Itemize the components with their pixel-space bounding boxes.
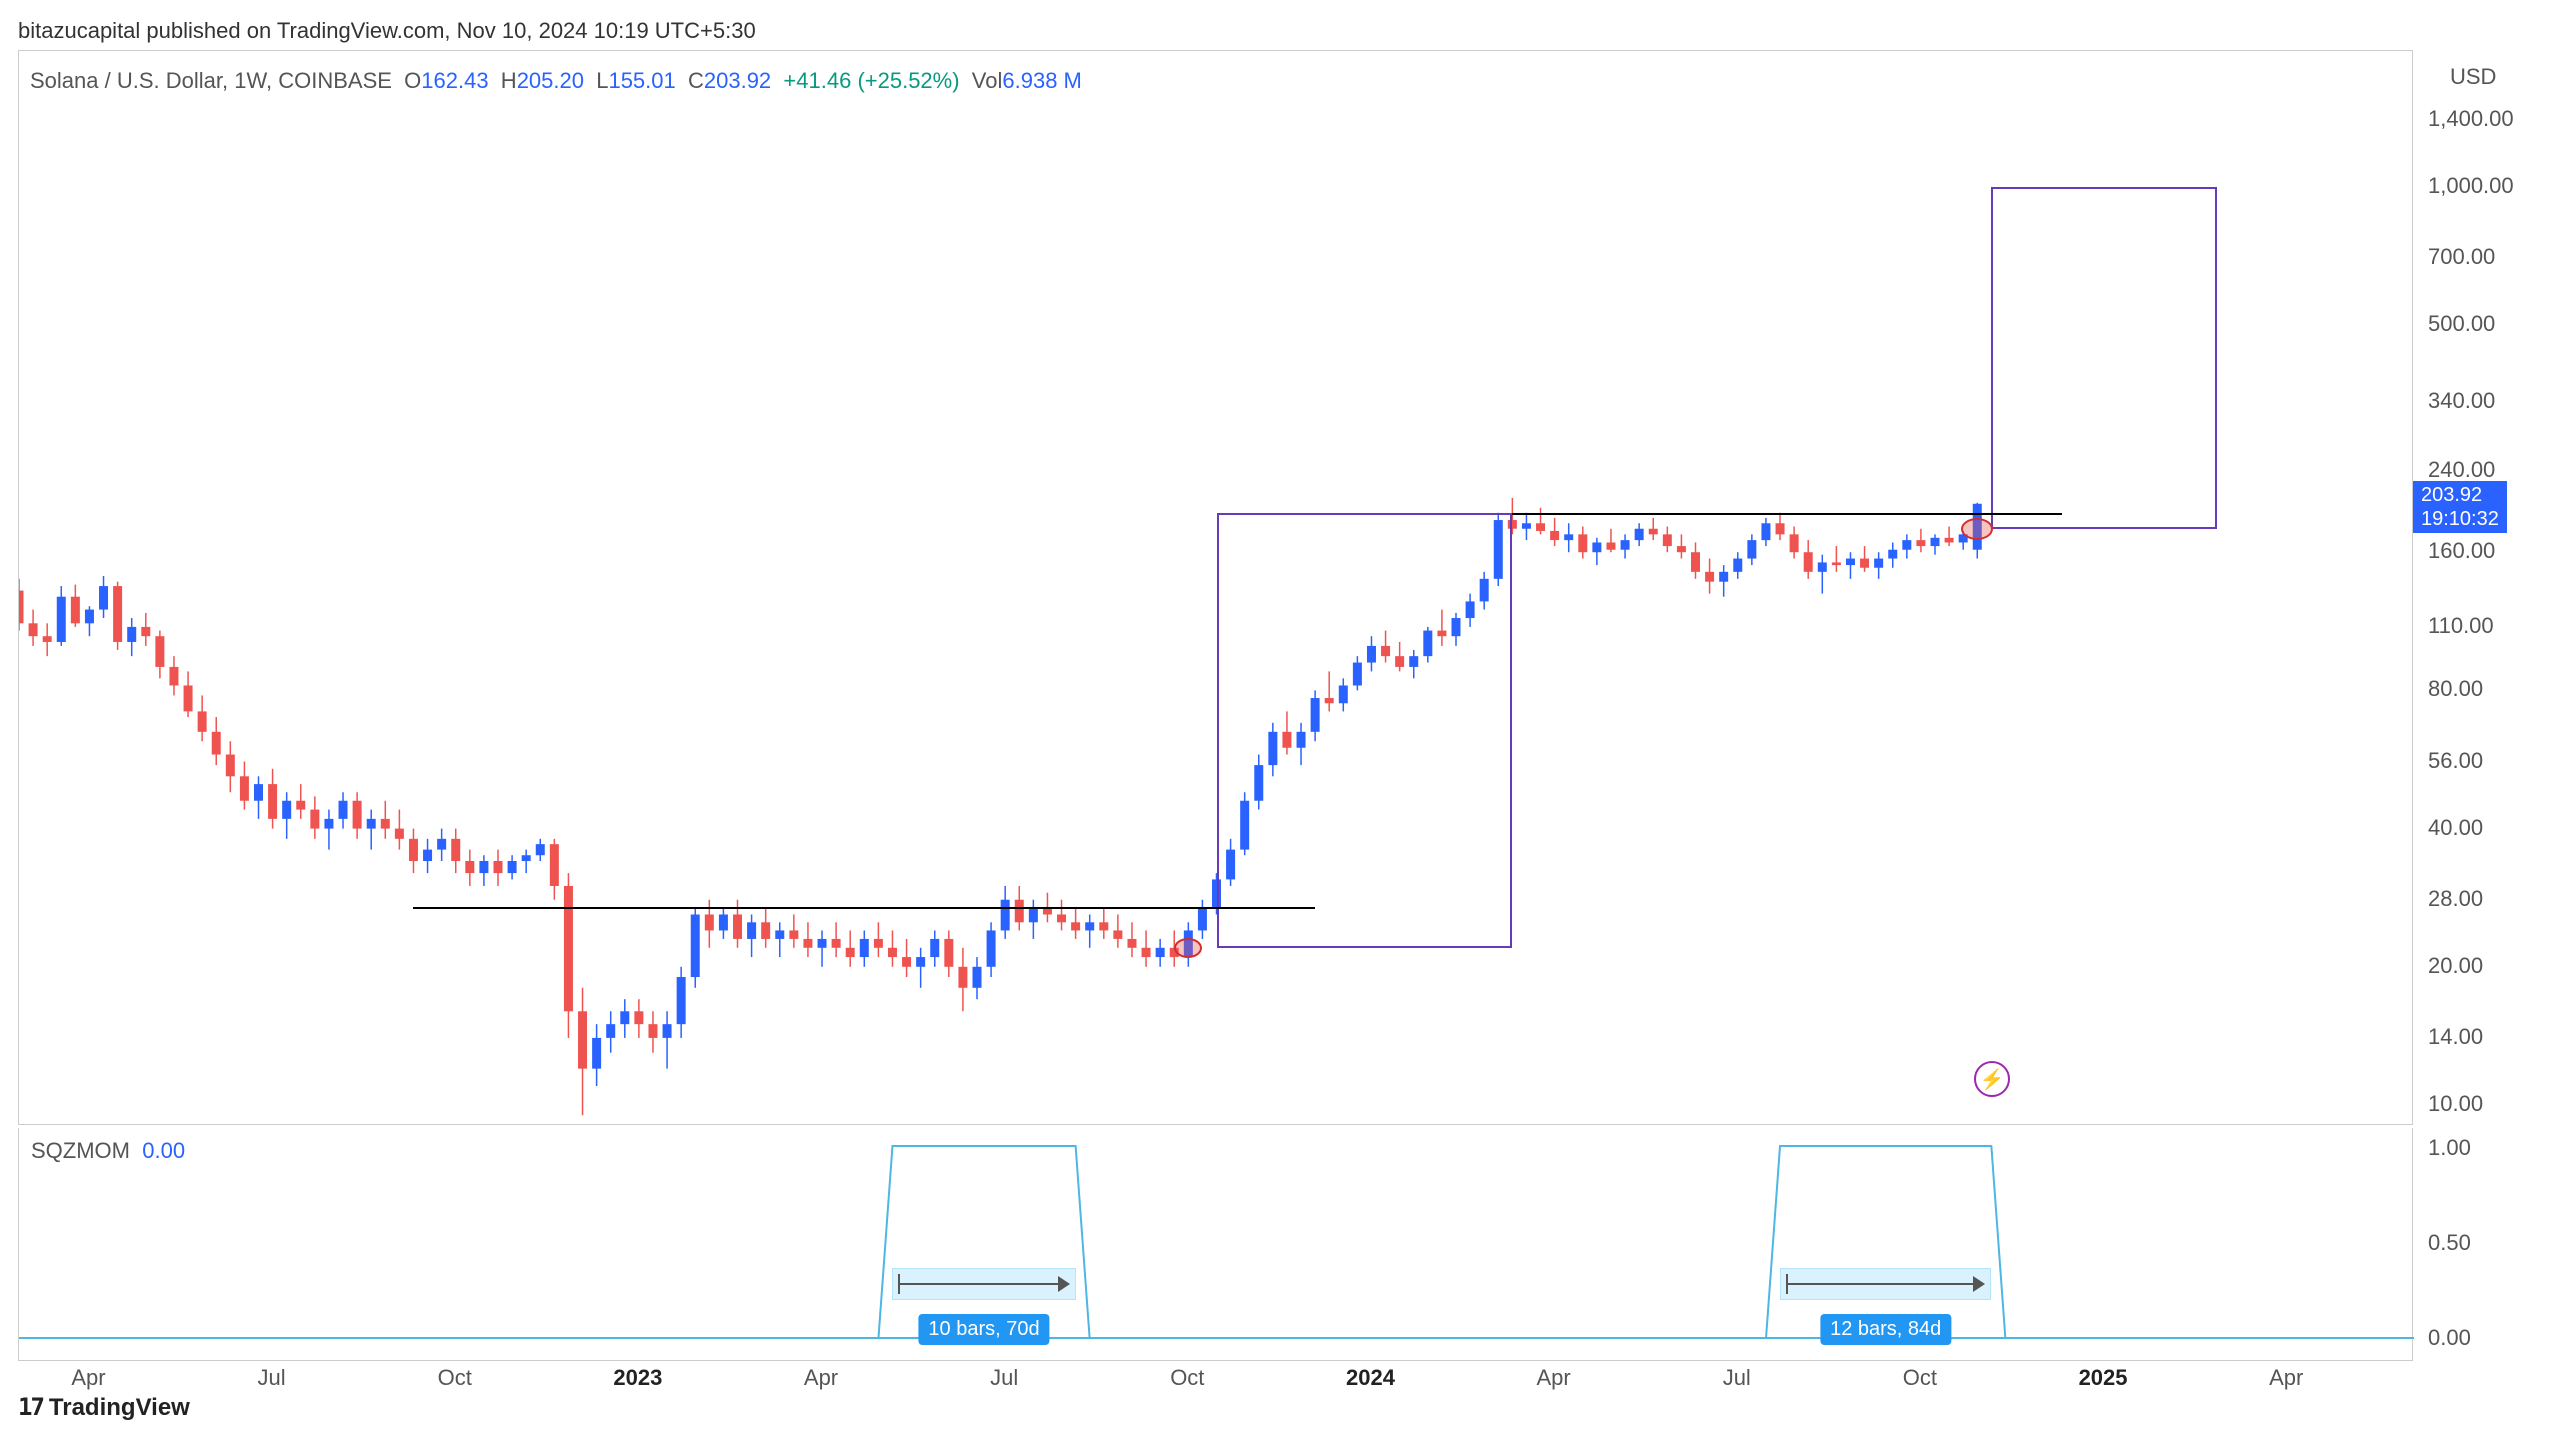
indicator-value: 0.00 — [142, 1138, 185, 1163]
time-axis-label: 2025 — [2079, 1365, 2128, 1391]
indicator-axis[interactable]: 1.00 0.50 0.00 — [2418, 1128, 2538, 1361]
price-axis-label: 700.00 — [2428, 244, 2495, 270]
arrow-line — [900, 1283, 1059, 1285]
price-tag-time: 19:10:32 — [2421, 507, 2499, 531]
time-axis-label: Jul — [990, 1365, 1018, 1391]
price-axis-label: 40.00 — [2428, 815, 2483, 841]
time-axis-label: Apr — [2269, 1365, 2303, 1391]
arrow-head-icon — [1058, 1276, 1070, 1292]
lightning-icon[interactable]: ⚡ — [1974, 1061, 2010, 1097]
time-axis-label: Oct — [1170, 1365, 1204, 1391]
current-price-tag: 203.92 19:10:32 — [2413, 481, 2507, 533]
chart-container: ⚡ USD 1,400.00 1,000.00 700.00 500.00 340.00… — [18, 50, 2542, 1330]
price-axis-label: 240.00 — [2428, 457, 2495, 483]
arrow-line — [1788, 1283, 1975, 1285]
time-axis[interactable]: Apr Jul Oct 2023 Apr Jul Oct 2024 Apr Jul Oct 2025 A… — [18, 1365, 2413, 1405]
price-axis-label: 500.00 — [2428, 311, 2495, 337]
indicator-chart — [19, 1128, 2414, 1361]
price-axis-label: 110.00 — [2428, 613, 2494, 639]
ellipse-annotation[interactable] — [1174, 938, 1202, 958]
rectangle-annotation[interactable] — [1217, 513, 1513, 948]
time-axis-label: 2024 — [1346, 1365, 1395, 1391]
price-axis-label: 1,400.00 — [2428, 106, 2514, 132]
arrow-start — [898, 1274, 900, 1294]
price-axis-label: 10.00 — [2428, 1091, 2483, 1117]
bars-count-label: 10 bars, 70d — [918, 1314, 1049, 1345]
tv-icon: 17 — [18, 1393, 43, 1421]
time-axis-label: Apr — [1536, 1365, 1570, 1391]
bars-count-label: 12 bars, 84d — [1820, 1314, 1951, 1345]
time-axis-label: Apr — [71, 1365, 105, 1391]
time-axis-label: Oct — [438, 1365, 472, 1391]
indicator-legend: SQZMOM 0.00 — [31, 1138, 185, 1164]
tradingview-logo: 17TradingView — [18, 1393, 190, 1422]
time-axis-label: 2023 — [613, 1365, 662, 1391]
price-axis-label: 56.00 — [2428, 748, 2483, 774]
publish-info: bitazucapital published on TradingView.c… — [18, 18, 756, 44]
price-axis-label: 28.00 — [2428, 886, 2483, 912]
ellipse-annotation[interactable] — [1961, 518, 1993, 540]
price-axis-label: 1,000.00 — [2428, 173, 2514, 199]
arrow-head-icon — [1973, 1276, 1985, 1292]
arrow-start — [1786, 1274, 1788, 1294]
time-axis-label: Jul — [1723, 1365, 1751, 1391]
price-pane[interactable]: ⚡ — [18, 50, 2413, 1125]
indicator-name: SQZMOM — [31, 1138, 130, 1163]
price-axis[interactable]: USD 1,400.00 1,000.00 700.00 500.00 340.00 24… — [2418, 50, 2538, 1125]
price-axis-label: 340.00 — [2428, 388, 2495, 414]
indicator-axis-label: 0.50 — [2428, 1230, 2471, 1256]
price-axis-label: 80.00 — [2428, 676, 2483, 702]
indicator-axis-label: 0.00 — [2428, 1325, 2471, 1351]
indicator-axis-label: 1.00 — [2428, 1135, 2471, 1161]
price-tag-price: 203.92 — [2421, 483, 2499, 507]
indicator-pane[interactable]: SQZMOM 0.00 10 bars, 70d 12 bars, 84d — [18, 1128, 2413, 1361]
rectangle-annotation[interactable] — [1991, 187, 2216, 529]
horizontal-line-annotation[interactable] — [413, 907, 1315, 909]
time-axis-label: Oct — [1903, 1365, 1937, 1391]
horizontal-line-annotation[interactable] — [1512, 513, 2061, 515]
price-axis-label: 14.00 — [2428, 1024, 2483, 1050]
time-axis-label: Apr — [804, 1365, 838, 1391]
price-axis-label: 20.00 — [2428, 953, 2483, 979]
price-axis-unit: USD — [2450, 64, 2496, 90]
price-axis-label: 160.00 — [2428, 538, 2495, 564]
time-axis-label: Jul — [258, 1365, 286, 1391]
